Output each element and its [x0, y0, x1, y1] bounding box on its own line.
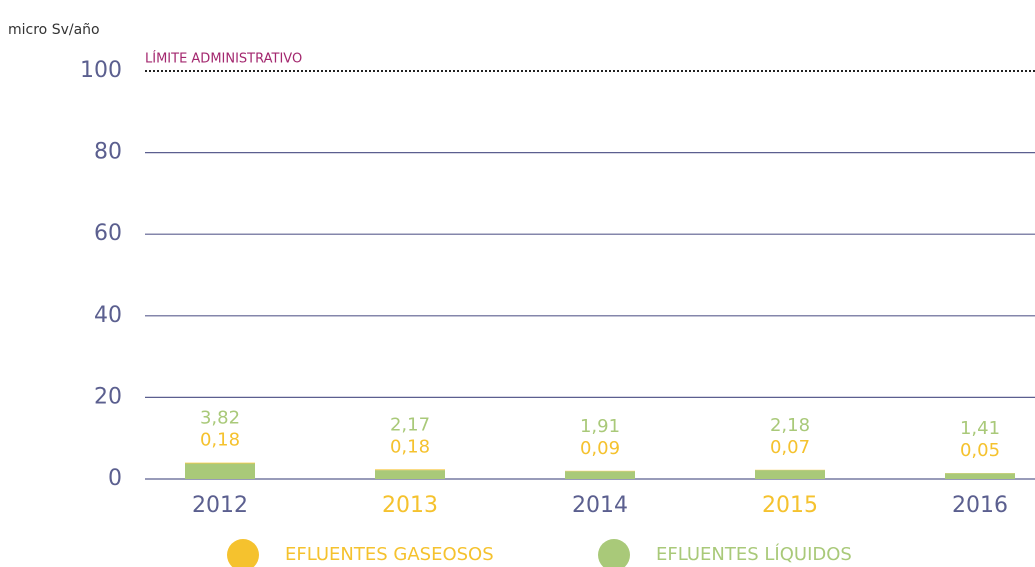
bar-segment — [565, 471, 635, 479]
value-label: 0,07 — [770, 437, 810, 458]
value-label: 0,09 — [580, 438, 620, 459]
x-tick-label: 2013 — [382, 493, 438, 518]
value-label: 2,18 — [770, 415, 810, 436]
bar-segment — [755, 470, 825, 479]
legend-label: EFLUENTES GASEOSOS — [285, 544, 494, 565]
value-label: 0,18 — [200, 430, 240, 451]
value-label: 3,82 — [200, 408, 240, 429]
value-label: 1,91 — [580, 416, 620, 437]
y-tick-label: 60 — [94, 221, 122, 246]
value-label: 2,17 — [390, 414, 430, 435]
bar-segment — [375, 469, 445, 471]
y-tick-label: 40 — [94, 303, 122, 328]
x-tick-label: 2016 — [952, 493, 1008, 518]
value-label: 0,05 — [960, 440, 1000, 461]
value-label: 0,18 — [390, 436, 430, 457]
legend-label: EFLUENTES LÍQUIDOS — [656, 543, 852, 565]
legend-swatch — [227, 539, 259, 567]
x-tick-label: 2012 — [192, 493, 248, 518]
y-tick-label: 80 — [94, 140, 122, 165]
bar-segment — [185, 462, 255, 464]
y-tick-label: 20 — [94, 384, 122, 409]
x-tick-label: 2015 — [762, 493, 818, 518]
value-label: 1,41 — [960, 418, 1000, 439]
annotation: LÍMITE ADMINISTRATIVO — [145, 51, 302, 67]
x-tick-label: 2014 — [572, 493, 628, 518]
bar-segment — [945, 473, 1015, 479]
legend-swatch — [598, 539, 630, 567]
y-axis-label: micro Sv/año — [8, 22, 100, 38]
y-tick-label: 100 — [80, 58, 122, 83]
y-tick-label: 0 — [108, 466, 122, 491]
bar-segment — [375, 470, 445, 479]
bar-segment — [185, 463, 255, 479]
